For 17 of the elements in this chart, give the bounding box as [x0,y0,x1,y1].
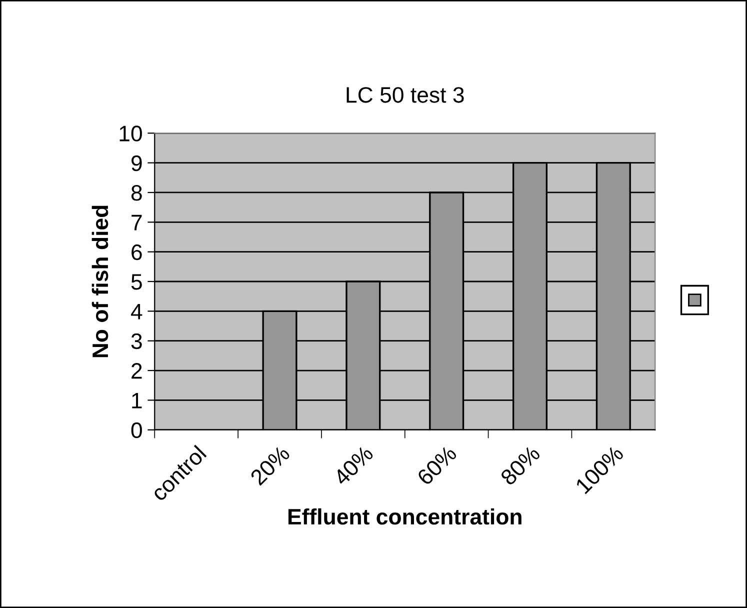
y-tick-label: 1 [132,392,142,408]
x-tick-label: 80% [500,444,541,486]
chart-title: LC 50 test 3 [346,87,464,103]
y-tick-label: 6 [132,244,142,260]
y-tick-label: 9 [132,155,142,172]
x-tick-label: 40% [332,444,374,486]
y-tick-label: 2 [132,363,142,379]
y-tick-label: 10 [120,126,142,142]
y-tick-label: 8 [131,185,142,201]
x-tick-label: 60% [416,444,458,486]
y-tick-label: 3 [131,333,142,350]
y-axis-title: No of fish died [92,206,108,358]
y-tick-label: 4 [130,304,142,320]
y-tick-label: 7 [132,214,142,230]
y-tick-label: 5 [131,274,142,290]
x-axis-title: Effluent concentration [288,508,522,525]
y-tick-label: 0 [131,422,142,438]
